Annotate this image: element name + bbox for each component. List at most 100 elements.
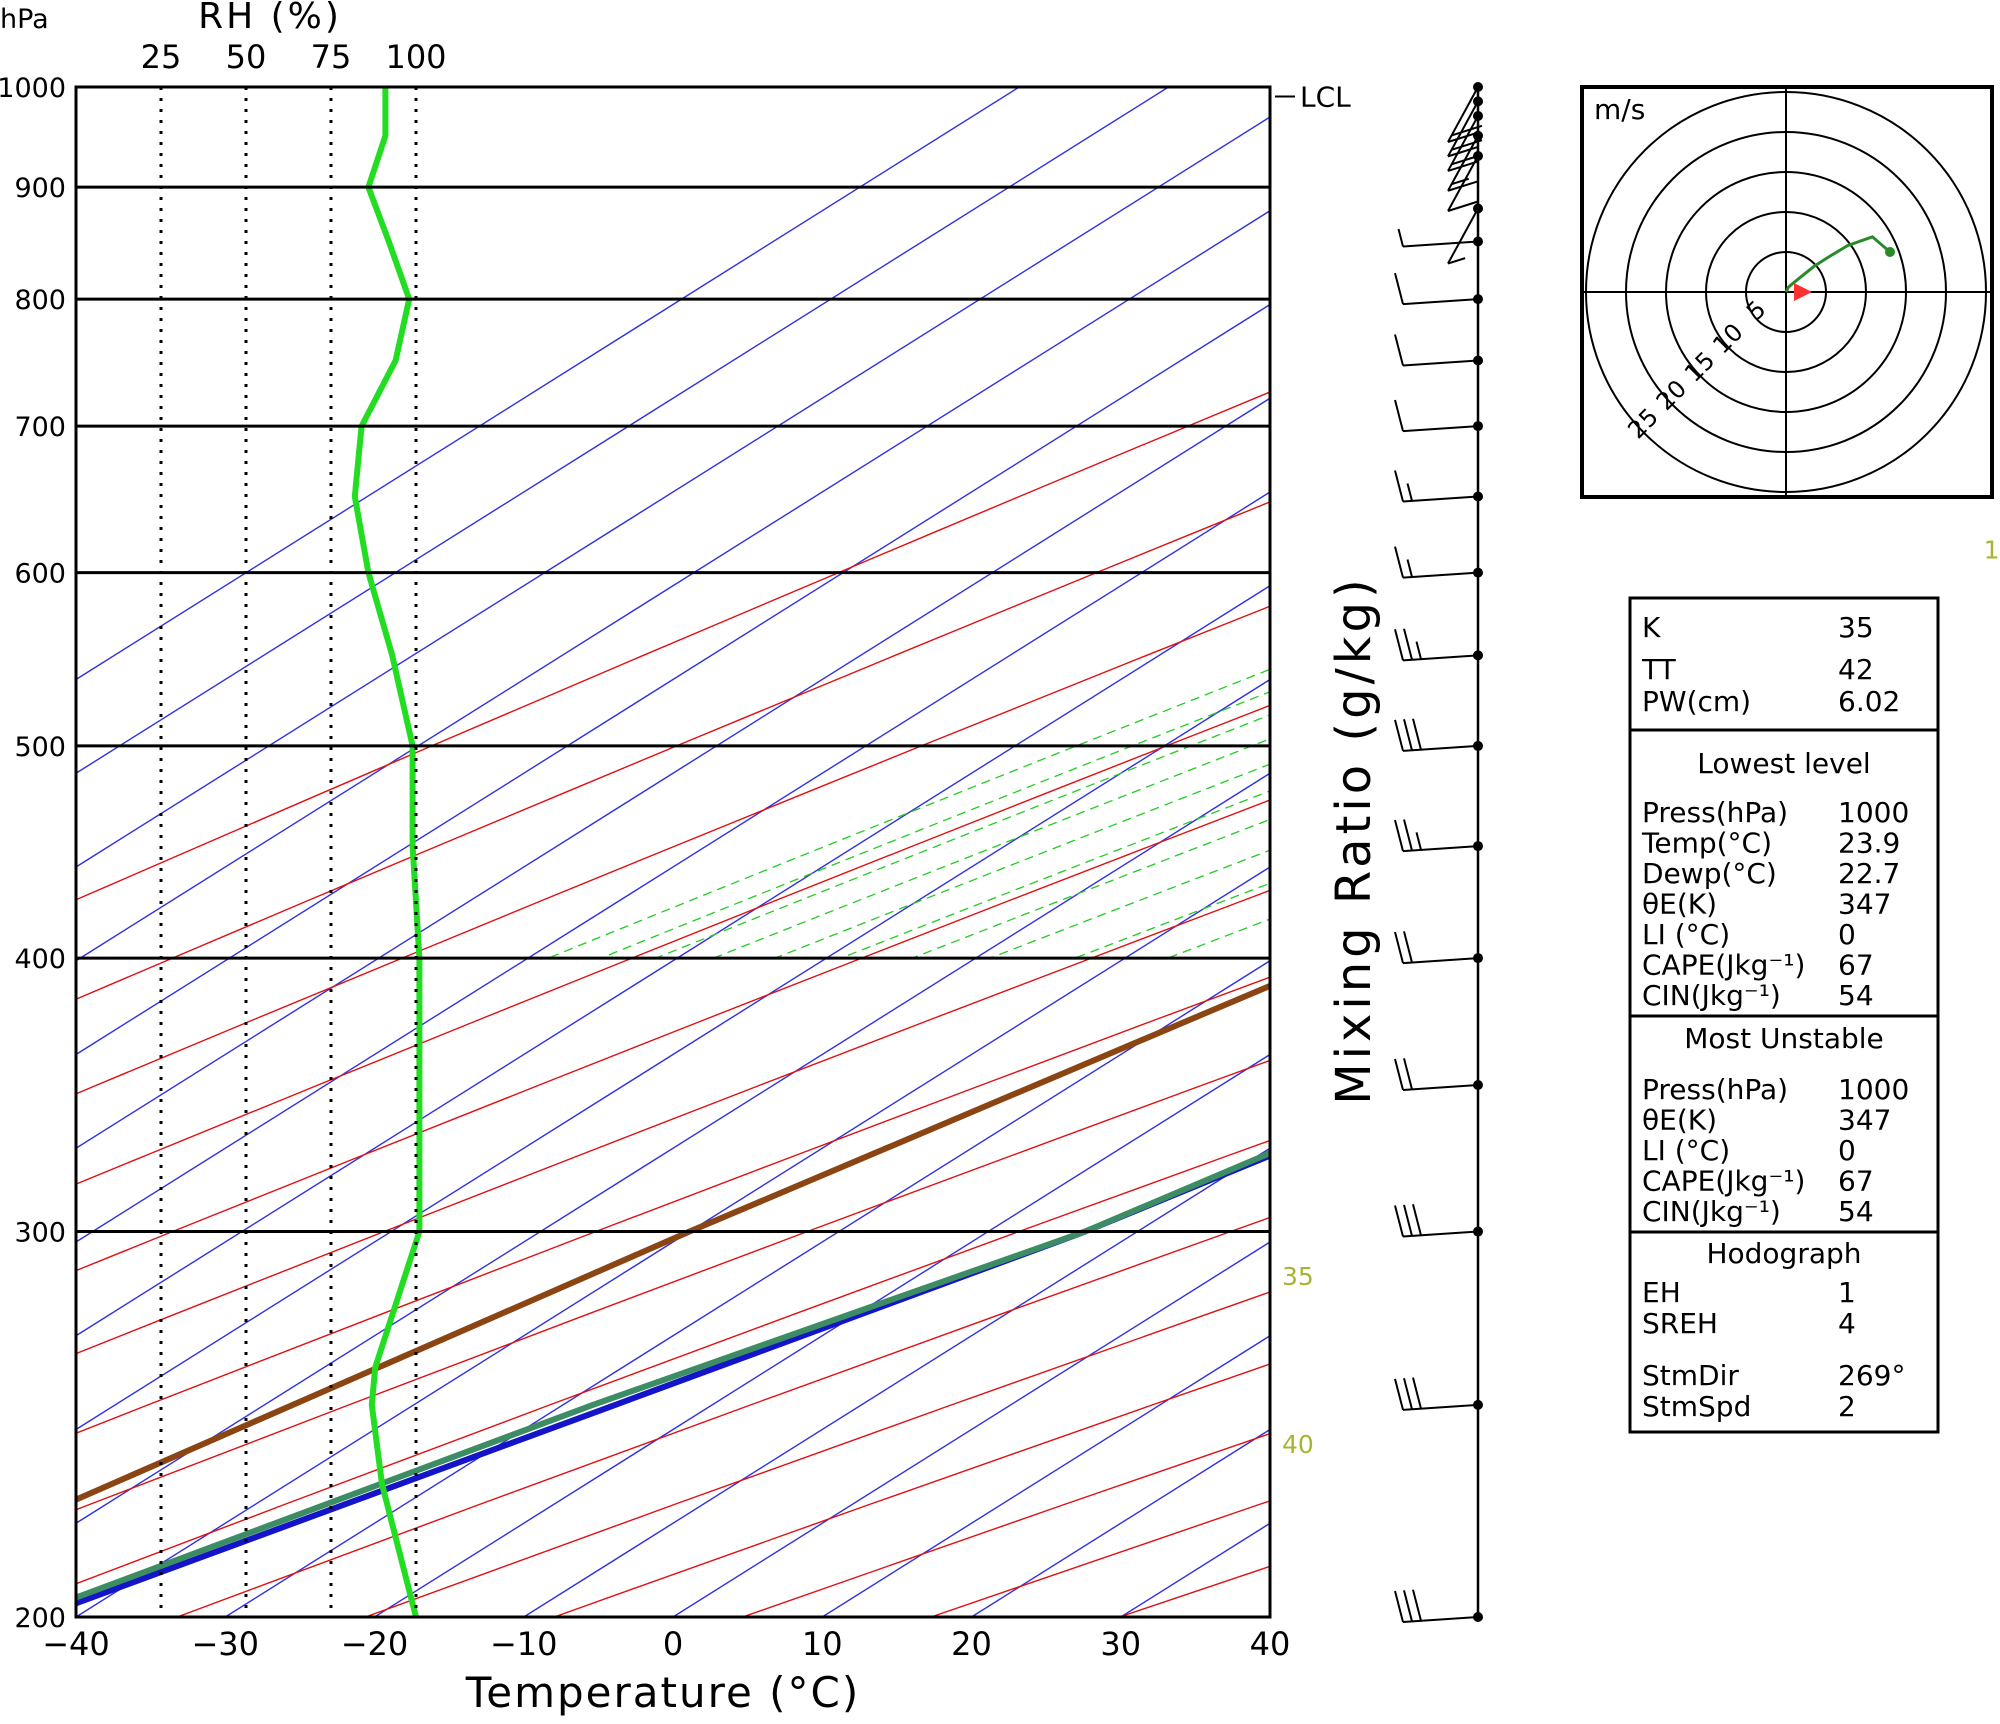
pressure-tick-label: 300 bbox=[14, 1218, 66, 1249]
index-general-label: TT bbox=[1641, 653, 1677, 686]
index-mu-value: 1000 bbox=[1838, 1073, 1909, 1106]
barb-shaft bbox=[1403, 958, 1478, 963]
index-hodo-value: 2 bbox=[1838, 1390, 1856, 1423]
index-hodo-label: StmSpd bbox=[1642, 1390, 1751, 1423]
barb-feather bbox=[1417, 642, 1422, 659]
index-lowest-value: 54 bbox=[1838, 979, 1874, 1012]
wind-barb bbox=[1395, 1590, 1478, 1622]
index-lowest-label: θE(K) bbox=[1642, 888, 1717, 921]
rh-tick-label: 75 bbox=[311, 38, 352, 76]
index-mu-value: 67 bbox=[1838, 1165, 1874, 1198]
mixing-ratio-axis-title: Mixing Ratio (g/kg) bbox=[1326, 575, 1382, 1105]
index-section-title: Lowest level bbox=[1697, 747, 1870, 780]
index-lowest-value: 22.7 bbox=[1838, 857, 1900, 890]
rh-tick-label: 25 bbox=[141, 38, 182, 76]
barb-feather bbox=[1404, 629, 1412, 660]
barb-feather bbox=[1404, 1205, 1412, 1236]
index-lowest-label: CIN(Jkg⁻¹) bbox=[1642, 979, 1781, 1012]
wind-barb bbox=[1395, 273, 1478, 304]
barb-feather bbox=[1395, 720, 1403, 751]
wind-barb bbox=[1395, 1378, 1478, 1410]
index-lowest-value: 347 bbox=[1838, 888, 1891, 921]
barb-shaft bbox=[1403, 1617, 1478, 1622]
barb-feather bbox=[1404, 1378, 1412, 1409]
temperature-tick-label: −30 bbox=[191, 1625, 259, 1663]
barb-feather bbox=[1408, 560, 1413, 577]
index-lowest-value: 23.9 bbox=[1838, 827, 1900, 860]
index-mu-label: CIN(Jkg⁻¹) bbox=[1642, 1195, 1781, 1228]
index-mu-value: 54 bbox=[1838, 1195, 1874, 1228]
barb-feather bbox=[1413, 1204, 1421, 1235]
index-lowest-value: 67 bbox=[1838, 949, 1874, 982]
index-general-value: 35 bbox=[1838, 611, 1874, 644]
barb-shaft bbox=[1448, 209, 1478, 264]
index-lowest-label: CAPE(Jkg⁻¹) bbox=[1642, 949, 1805, 982]
sounding-line-relative-humidity bbox=[355, 87, 420, 1617]
index-lowest-value: 1000 bbox=[1838, 796, 1909, 829]
index-mu-label: LI (°C) bbox=[1642, 1134, 1730, 1167]
wind-barb bbox=[1395, 1058, 1478, 1090]
wind-barb bbox=[1395, 931, 1478, 963]
barb-shaft bbox=[1403, 360, 1478, 365]
barb-feather bbox=[1395, 820, 1403, 851]
index-mu-label: Press(hPa) bbox=[1642, 1073, 1788, 1106]
barb-feather bbox=[1413, 719, 1421, 750]
barb-feather bbox=[1404, 819, 1412, 850]
temperature-tick-label: 0 bbox=[663, 1625, 683, 1663]
index-mu-label: θE(K) bbox=[1642, 1104, 1717, 1137]
isotherm-line bbox=[0, 87, 1766, 1617]
index-general-label: K bbox=[1642, 611, 1661, 644]
barb-shaft bbox=[1403, 1232, 1478, 1237]
barb-shaft bbox=[1403, 497, 1478, 502]
barb-shaft bbox=[1403, 1085, 1478, 1090]
barb-shaft bbox=[1403, 846, 1478, 851]
index-mu-value: 0 bbox=[1838, 1134, 1856, 1167]
barb-feather bbox=[1395, 1591, 1403, 1622]
wind-barb bbox=[1395, 1204, 1478, 1236]
index-lowest-label: Press(hPa) bbox=[1642, 796, 1788, 829]
wind-barb bbox=[1395, 400, 1478, 431]
barb-shaft bbox=[1403, 426, 1478, 431]
index-hodo-value: 269° bbox=[1838, 1359, 1905, 1392]
temperature-tick-label: 10 bbox=[802, 1625, 843, 1663]
index-hodo-value: 1 bbox=[1838, 1276, 1856, 1309]
y-axis-unit: hPa bbox=[0, 4, 49, 35]
barb-feather bbox=[1404, 719, 1412, 750]
barb-shaft bbox=[1403, 1405, 1478, 1410]
barb-feather bbox=[1395, 1379, 1403, 1410]
barb-shaft bbox=[1403, 655, 1478, 660]
index-hodo-label: EH bbox=[1642, 1276, 1681, 1309]
mixing-ratio-label: 1 bbox=[1984, 536, 2000, 565]
index-general-value: 42 bbox=[1838, 653, 1874, 686]
index-general-value: 6.02 bbox=[1838, 685, 1900, 718]
barb-feather bbox=[1399, 229, 1404, 246]
index-lowest-label: Temp(°C) bbox=[1641, 827, 1772, 860]
theta-label: 40 bbox=[1282, 1430, 1314, 1459]
index-lowest-value: 0 bbox=[1838, 918, 1856, 951]
barb-feather bbox=[1413, 1378, 1421, 1409]
index-mu-label: CAPE(Jkg⁻¹) bbox=[1642, 1165, 1805, 1198]
index-section-title: Hodograph bbox=[1706, 1237, 1861, 1270]
rh-tick-label: 100 bbox=[385, 38, 446, 76]
barb-shaft bbox=[1403, 573, 1478, 578]
pressure-tick-label: 400 bbox=[14, 944, 66, 975]
index-mu-value: 347 bbox=[1838, 1104, 1891, 1137]
isotherm-line bbox=[0, 87, 1467, 1617]
barb-feather bbox=[1395, 1059, 1403, 1090]
temperature-tick-label: 40 bbox=[1250, 1625, 1291, 1663]
pressure-tick-label: 600 bbox=[14, 559, 66, 590]
barb-feather bbox=[1404, 1058, 1412, 1089]
theta-label: 35 bbox=[1282, 1262, 1314, 1291]
temperature-tick-label: 30 bbox=[1100, 1625, 1141, 1663]
barb-feather bbox=[1395, 334, 1403, 365]
barb-feather bbox=[1395, 629, 1403, 660]
wind-barb bbox=[1395, 470, 1478, 501]
barb-feather bbox=[1395, 273, 1403, 304]
barb-shaft bbox=[1403, 746, 1478, 751]
barb-feather bbox=[1404, 1590, 1412, 1621]
barb-shaft bbox=[1403, 299, 1478, 304]
